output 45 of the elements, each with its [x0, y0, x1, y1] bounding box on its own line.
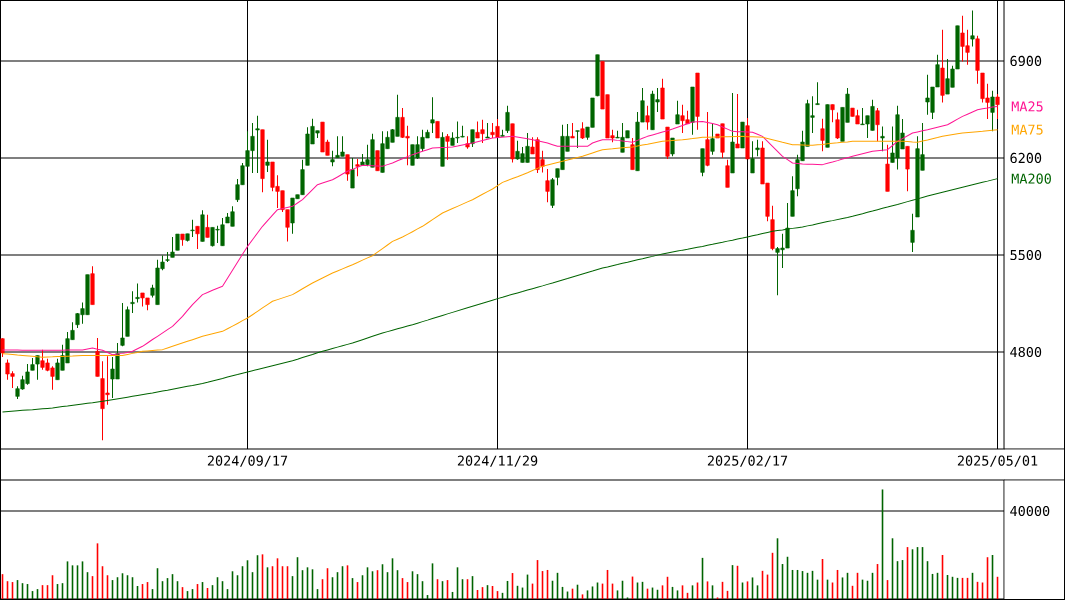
candlestick — [700, 148, 705, 177]
candlestick — [835, 111, 840, 140]
candlestick — [255, 115, 260, 174]
y-tick-label: 6900 — [1010, 55, 1042, 67]
candlestick — [205, 214, 210, 238]
x-tick-label: 2025/02/17 — [707, 455, 788, 467]
candlestick — [135, 282, 140, 303]
candlestick — [645, 105, 650, 131]
candlestick — [0, 337, 5, 358]
series-label: MA200 — [1011, 173, 1051, 184]
candlestick — [170, 236, 175, 258]
candlestick — [120, 302, 125, 347]
candlestick — [815, 81, 820, 106]
candlestick — [725, 159, 730, 188]
candlestick — [675, 100, 680, 125]
candlestick — [820, 118, 825, 152]
candlestick — [350, 157, 355, 189]
series-label: MA25 — [1011, 101, 1043, 112]
candlestick — [910, 213, 915, 253]
candlestick — [265, 139, 270, 173]
candlestick — [735, 93, 740, 149]
candlestick — [995, 93, 1000, 120]
y-tick-label: 4800 — [1010, 346, 1042, 358]
y-tick-label: 40000 — [1010, 505, 1050, 517]
y-tick-label: 5500 — [1010, 249, 1042, 261]
x-tick-label: 2025/05/01 — [957, 455, 1038, 467]
candlestick — [990, 90, 995, 132]
candlestick — [195, 225, 200, 250]
candlestick — [430, 96, 435, 134]
candlestick — [130, 290, 135, 314]
y-tick-label: 6200 — [1010, 152, 1042, 164]
candlestick — [445, 133, 450, 161]
candlestick — [970, 9, 975, 47]
candlestick — [750, 140, 755, 174]
candlestick — [345, 154, 350, 182]
candlestick — [375, 150, 380, 172]
candlestick — [905, 145, 910, 192]
x-tick-label: 2024/11/29 — [457, 455, 538, 467]
candlestick — [880, 125, 885, 152]
candlestick — [710, 122, 715, 156]
x-tick-label: 2024/09/17 — [207, 455, 288, 467]
series-label: MA75 — [1011, 124, 1043, 135]
candlestick — [545, 168, 550, 203]
candlestick — [875, 107, 880, 142]
candlestick — [505, 105, 510, 134]
